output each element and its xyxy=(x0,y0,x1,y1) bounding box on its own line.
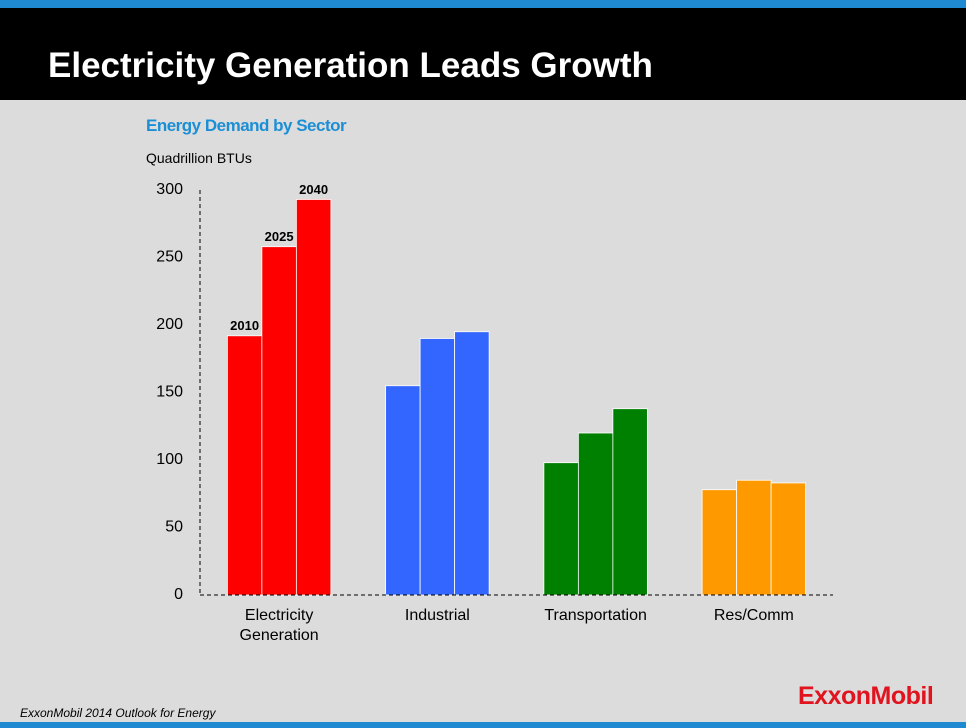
bar xyxy=(295,199,332,596)
bottom-bar xyxy=(0,722,966,728)
x-tick-label: Transportation xyxy=(544,607,647,624)
y-tick-label: 0 xyxy=(174,586,183,603)
bar xyxy=(419,338,456,596)
y-tick-label: 100 xyxy=(156,451,183,468)
source-note: ExxonMobil 2014 Outlook for Energy xyxy=(20,706,216,720)
bar xyxy=(226,335,263,596)
series-label: 2040 xyxy=(299,182,328,197)
y-tick-label: 50 xyxy=(165,519,183,536)
bar xyxy=(770,482,807,596)
bar xyxy=(543,462,579,596)
bar xyxy=(454,331,490,596)
series-label: 2010 xyxy=(230,318,259,333)
chart-title: Energy Demand by Sector xyxy=(146,116,347,135)
slide-title: Electricity Generation Leads Growth xyxy=(48,46,653,85)
y-tick-label: 150 xyxy=(156,384,183,401)
bar xyxy=(385,385,421,596)
bar xyxy=(577,432,614,596)
series-label: 2025 xyxy=(265,229,294,244)
top-bar xyxy=(0,0,966,8)
bar xyxy=(612,408,648,596)
x-tick-label: Electricity Generation xyxy=(239,607,319,644)
y-tick-label: 250 xyxy=(156,249,183,266)
logo: ExxonMobil xyxy=(798,682,934,710)
bar xyxy=(261,246,297,596)
y-tick-label: 200 xyxy=(156,316,183,333)
x-tick-label: Res/Comm xyxy=(713,607,794,624)
y-tick-label: 300 xyxy=(156,181,183,198)
y-axis-label: Quadrillion BTUs xyxy=(146,150,252,166)
bar xyxy=(701,489,738,596)
bar xyxy=(736,479,772,596)
x-tick-label: Industrial xyxy=(404,607,470,624)
header xyxy=(0,8,966,100)
